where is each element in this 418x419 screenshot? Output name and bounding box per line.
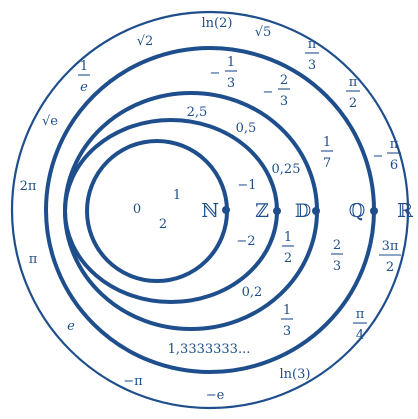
- element-minus-pi: −π: [123, 374, 143, 389]
- element-sqrt-e: √e: [42, 114, 58, 129]
- fraction-sign: −: [210, 66, 221, 81]
- element-one-point-three-repeating: 1,3333333...: [168, 342, 251, 357]
- fraction-denominator: 3: [308, 58, 316, 73]
- element-e: e: [67, 319, 75, 334]
- set-symbol-decimals: 𝔻: [295, 200, 311, 222]
- fraction-denominator: 3: [227, 76, 235, 91]
- element-two-pi: 2π: [20, 179, 37, 194]
- element-two: 2: [159, 217, 167, 232]
- fraction-one-seventh: 1 7: [321, 135, 333, 171]
- element-ln-two: ln(2): [202, 16, 233, 31]
- fraction-numerator: 1: [80, 59, 88, 74]
- fraction-one-over-e: 1 e: [78, 59, 90, 95]
- element-ln-three: ln(3): [280, 367, 311, 382]
- element-minus-one: −1: [237, 178, 256, 193]
- fraction-denominator: 2: [284, 251, 292, 266]
- integers-boundary: [63, 118, 279, 304]
- set-symbol-reals: ℝ: [397, 200, 413, 222]
- element-zero-point-five: 0,5: [236, 121, 257, 136]
- fraction-three-pi-over-two: 3π 2: [379, 239, 401, 275]
- fraction-numerator: π: [308, 37, 317, 52]
- fraction-numerator: 1: [227, 55, 235, 70]
- element-minus-two: −2: [236, 234, 255, 249]
- set-symbol-naturals: ℕ: [201, 200, 218, 222]
- element-one: 1: [173, 188, 181, 203]
- fraction-denominator: e: [80, 80, 88, 95]
- fraction-numerator: 1: [283, 303, 291, 318]
- fraction-pi-over-two: π 2: [346, 75, 360, 111]
- fraction-sign: −: [263, 85, 274, 100]
- fraction-denominator: 4: [356, 328, 364, 343]
- element-sqrt-two: √2: [137, 34, 154, 49]
- fraction-pi-over-three: π 3: [305, 37, 319, 73]
- fraction-numerator: 2: [280, 73, 288, 88]
- element-zero-point-two-five: 0,25: [272, 162, 301, 177]
- rationals-marker: [370, 207, 378, 215]
- set-symbol-integers: ℤ: [255, 200, 269, 222]
- fraction-minus-two-thirds: − 2 3: [263, 73, 290, 109]
- fraction-numerator: π: [390, 137, 399, 152]
- fraction-one-third: 1 3: [281, 303, 293, 339]
- fraction-minus-pi-over-six: − π 6: [373, 137, 401, 173]
- fraction-one-half: 1 2: [282, 230, 294, 266]
- fraction-numerator: 3π: [382, 239, 399, 254]
- fraction-denominator: 2: [349, 96, 357, 111]
- element-pi: π: [29, 252, 38, 267]
- integers-marker: [273, 207, 281, 215]
- fraction-two-thirds: 2 3: [331, 238, 343, 274]
- reals-boundary: [10, 10, 410, 410]
- set-symbol-rationals: ℚ: [349, 200, 366, 222]
- fraction-denominator: 3: [283, 324, 291, 339]
- element-zero-point-two: 0,2: [242, 285, 263, 300]
- fraction-denominator: 7: [323, 156, 331, 171]
- fraction-numerator: 1: [323, 135, 331, 150]
- decimals-marker: [312, 207, 320, 215]
- fraction-minus-one-third: − 1 3: [210, 55, 237, 91]
- element-two-point-five: 2,5: [187, 105, 208, 120]
- fraction-numerator: π: [356, 307, 365, 322]
- fraction-denominator: 3: [280, 94, 288, 109]
- fraction-pi-over-four: π 4: [353, 307, 367, 343]
- element-zero: 0: [133, 202, 141, 217]
- fraction-numerator: π: [349, 75, 358, 90]
- element-sqrt-five: √5: [255, 25, 272, 40]
- fraction-denominator: 2: [386, 260, 394, 275]
- fraction-denominator: 3: [333, 259, 341, 274]
- fraction-denominator: 6: [390, 158, 398, 173]
- naturals-marker: [222, 206, 230, 214]
- element-minus-e: −e: [206, 388, 225, 403]
- fraction-numerator: 1: [284, 230, 292, 245]
- fraction-sign: −: [373, 149, 384, 164]
- fraction-numerator: 2: [333, 238, 341, 253]
